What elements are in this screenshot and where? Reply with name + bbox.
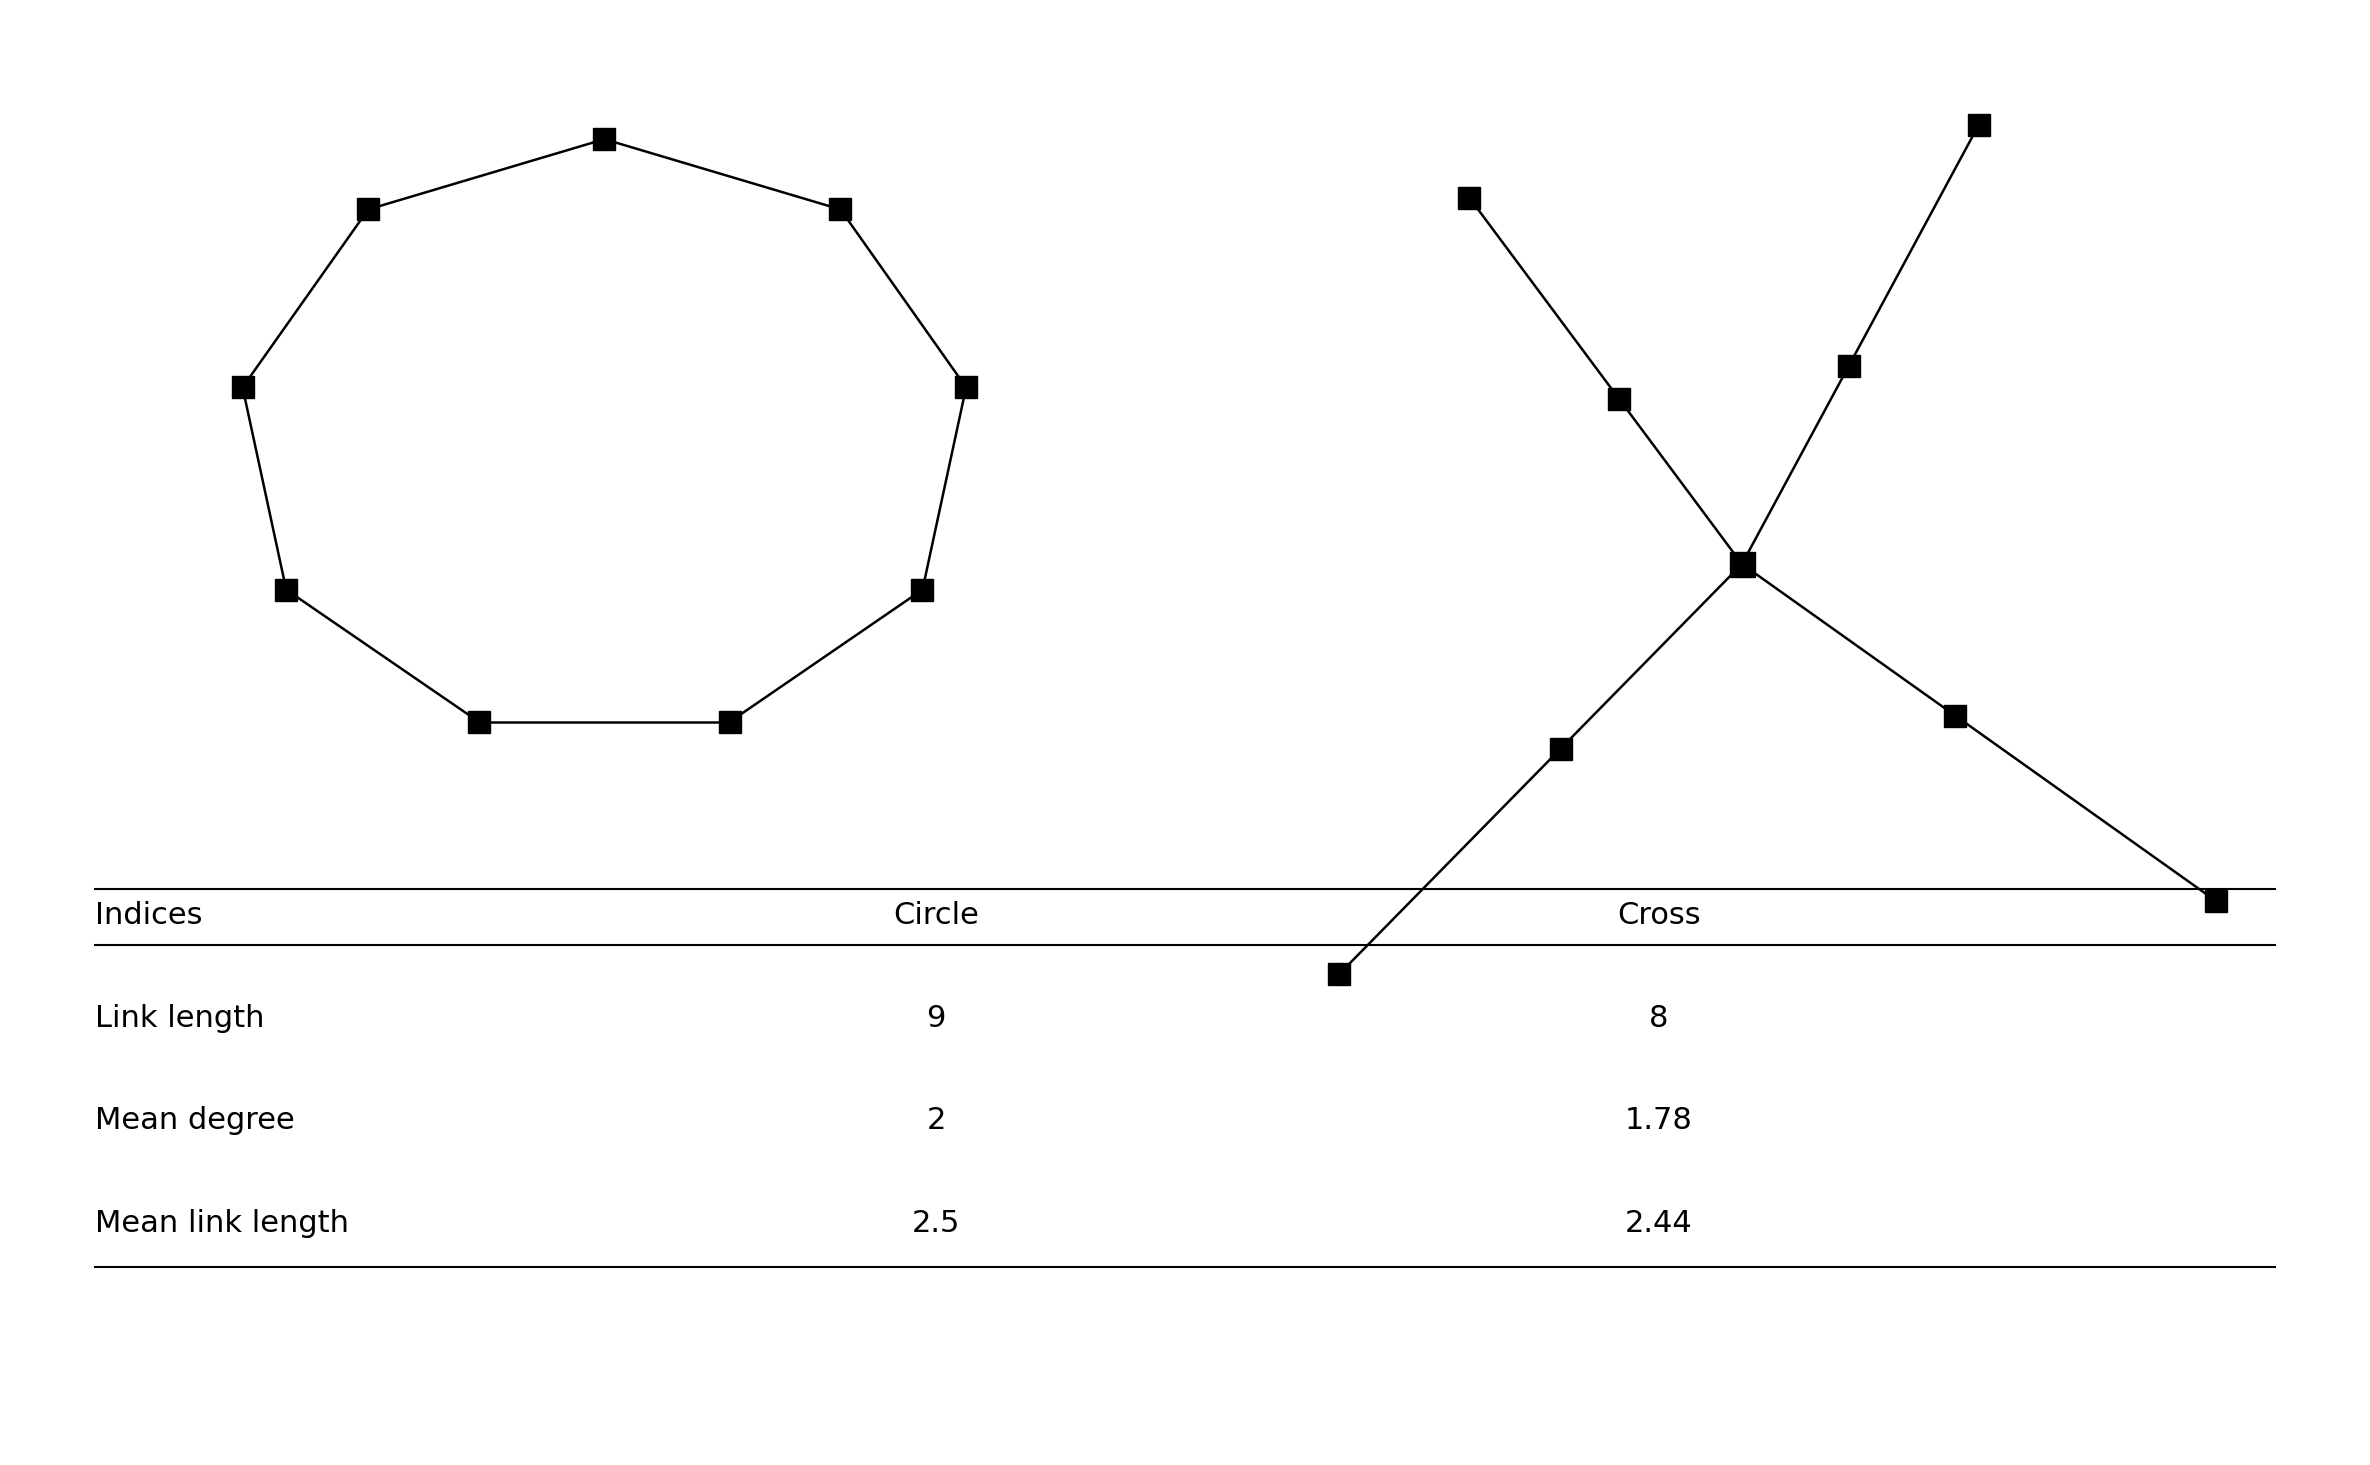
- Text: 2.5: 2.5: [912, 1209, 960, 1238]
- Text: 2: 2: [927, 1106, 946, 1135]
- Text: Link length: Link length: [95, 1004, 265, 1033]
- Text: 2.44: 2.44: [1626, 1209, 1692, 1238]
- Text: 1.78: 1.78: [1626, 1106, 1692, 1135]
- Text: Mean link length: Mean link length: [95, 1209, 348, 1238]
- Text: Cross: Cross: [1616, 901, 1702, 930]
- Text: Indices: Indices: [95, 901, 201, 930]
- Text: Mean degree: Mean degree: [95, 1106, 294, 1135]
- Text: 8: 8: [1650, 1004, 1668, 1033]
- Text: Circle: Circle: [893, 901, 979, 930]
- Text: 9: 9: [927, 1004, 946, 1033]
